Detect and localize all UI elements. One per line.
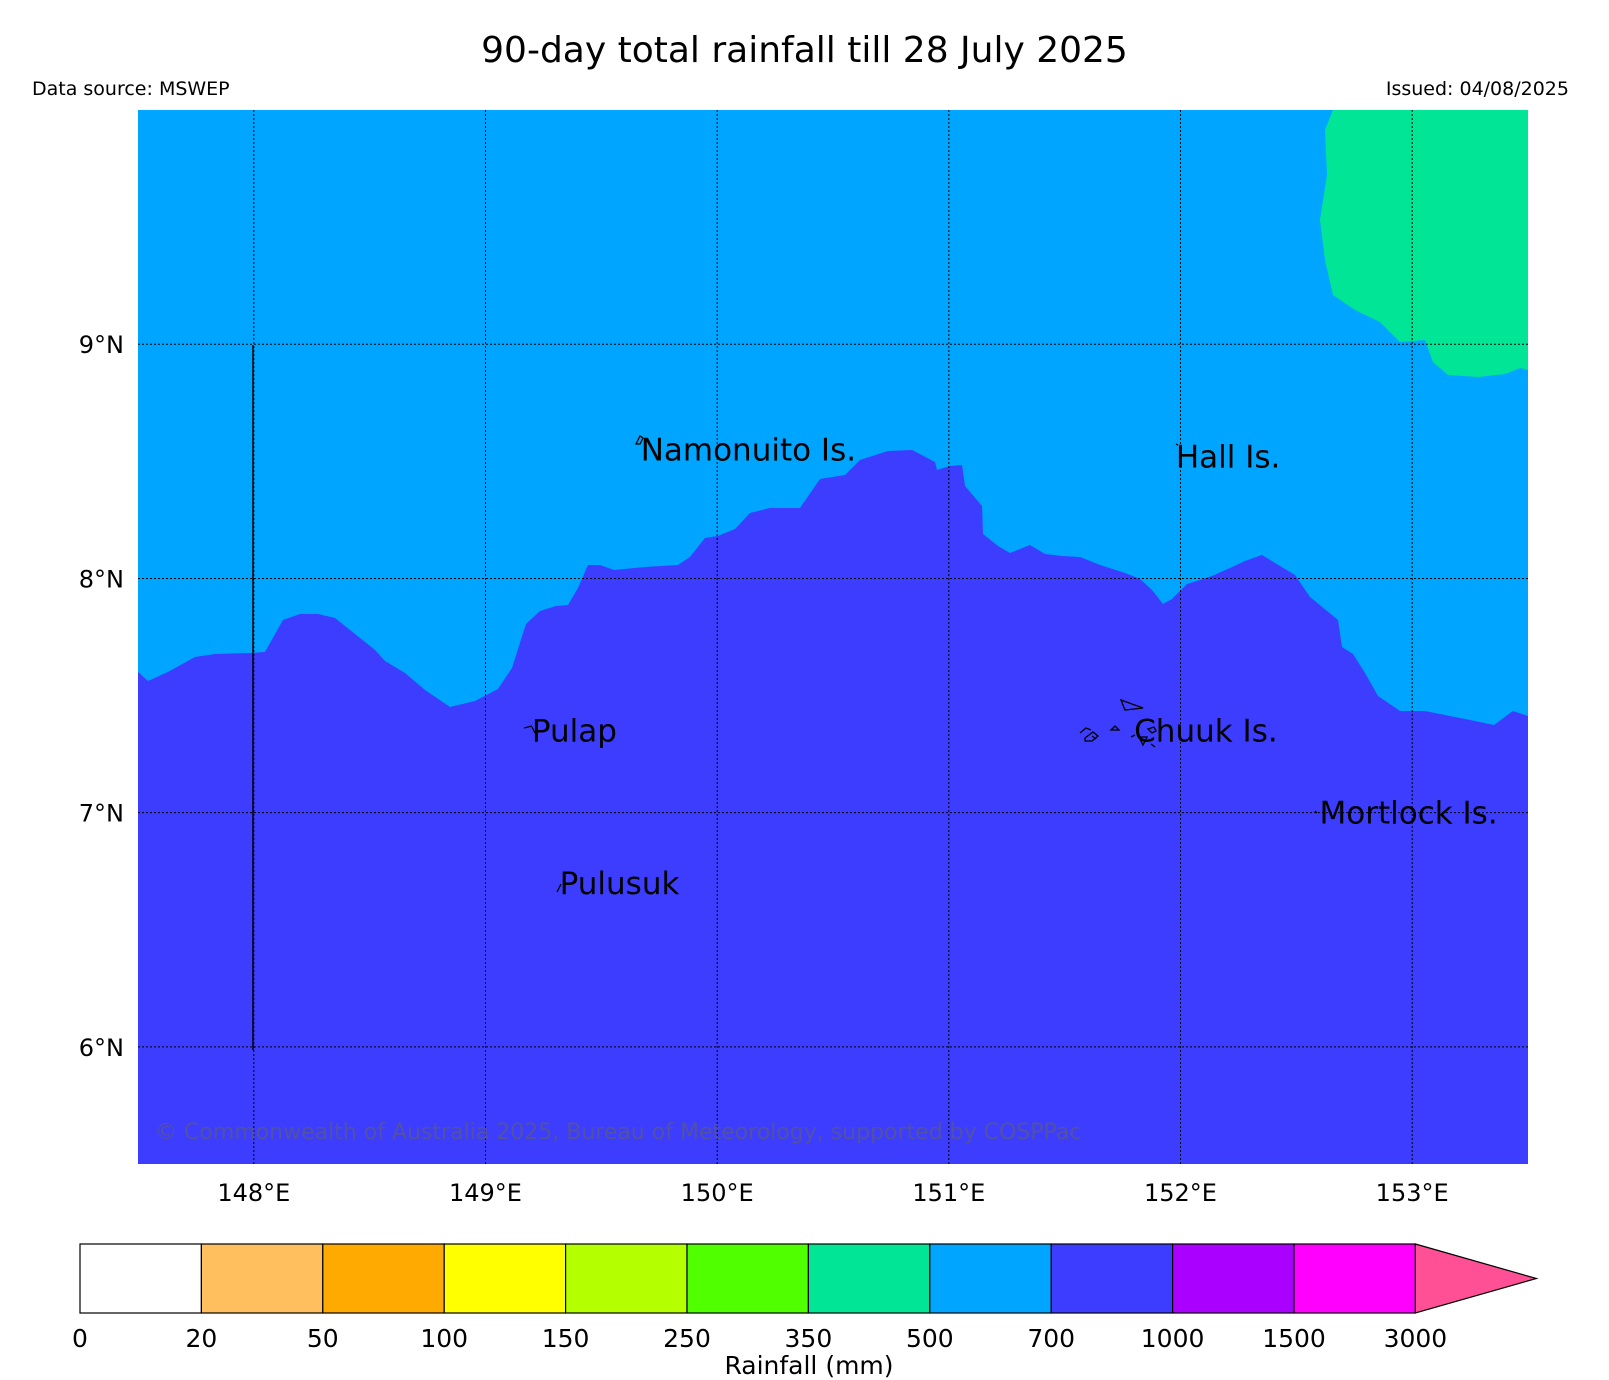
issued-date-label: Issued: 04/08/2025 — [1385, 78, 1569, 100]
mortlock-island-shape — [1314, 810, 1318, 814]
colorbar-segment — [1050, 1243, 1174, 1314]
colorbar: 0 20 50 100 150 250 350 500 700 1000 1500 3000 Rain… — [72, 1243, 1539, 1380]
colorbar-segment — [807, 1243, 931, 1314]
colorbar-tick-label: 150 — [542, 1324, 590, 1353]
latitude-tick-labels: 9°N 8°N 7°N 6°N — [79, 331, 124, 1062]
colorbar-tick-labels: 0 20 50 100 150 250 350 500 700 1000 1500 3000 — [72, 1324, 1447, 1353]
data-source-label: Data source: MSWEP — [32, 78, 230, 100]
pulusuk-island-shape — [556, 883, 562, 893]
colorbar-segment — [1293, 1243, 1417, 1314]
chuuk-lagoon-islands — [1079, 698, 1157, 748]
place-label: Pulap — [532, 714, 617, 750]
colorbar-segment — [79, 1243, 203, 1314]
colorbar-tick-label: 250 — [663, 1324, 711, 1353]
place-label: Hall Is. — [1176, 440, 1281, 476]
map-title: 90-day total rainfall till 28 July 2025 — [481, 30, 1128, 71]
latitude-tick-label: 7°N — [79, 800, 124, 828]
colorbar-tick-label: 1000 — [1141, 1324, 1205, 1353]
place-label: Mortlock Is. — [1320, 796, 1498, 832]
colorbar-segment — [1171, 1243, 1295, 1314]
colorbar-segment — [200, 1243, 324, 1314]
colorbar-extend-arrow — [1414, 1243, 1539, 1314]
colorbar-tick-label: 50 — [307, 1324, 339, 1353]
colorbar-segments — [79, 1243, 1539, 1314]
colorbar-tick-label: 500 — [906, 1324, 954, 1353]
place-label: Chuuk Is. — [1134, 714, 1278, 750]
colorbar-tick-label: 700 — [1027, 1324, 1075, 1353]
island-outlines — [523, 435, 1318, 893]
longitude-tick-label: 151°E — [912, 1179, 985, 1207]
colorbar-tick-label: 3000 — [1384, 1324, 1448, 1353]
latitude-tick-label: 8°N — [79, 565, 124, 593]
pulap-island-shape — [523, 725, 536, 734]
longitude-tick-labels: 148°E 149°E 150°E 151°E 152°E 153°E — [217, 1179, 1448, 1207]
colorbar-tick-label: 20 — [185, 1324, 217, 1353]
longitude-tick-label: 152°E — [1144, 1179, 1217, 1207]
colorbar-title: Rainfall (mm) — [724, 1351, 893, 1380]
colorbar-segment — [686, 1243, 810, 1314]
place-labels: Namonuito Is. Hall Is. Pulap Chuuk Is. Mortl… — [532, 433, 1498, 902]
longitude-tick-label: 153°E — [1376, 1179, 1449, 1207]
colorbar-tick-label: 350 — [785, 1324, 833, 1353]
namonuito-island-shape — [634, 435, 644, 445]
latitude-tick-label: 6°N — [79, 1034, 124, 1062]
map-area: Namonuito Is. Hall Is. Pulap Chuuk Is. Mortl… — [138, 110, 1528, 1164]
colorbar-tick-label: 0 — [72, 1324, 88, 1353]
rainfall-zone-700-1000 — [138, 450, 1528, 1164]
colorbar-tick-label: 1500 — [1262, 1324, 1326, 1353]
place-label: Pulusuk — [560, 866, 680, 902]
colorbar-segment — [929, 1243, 1052, 1314]
longitude-tick-label: 150°E — [681, 1179, 754, 1207]
place-label: Namonuito Is. — [641, 433, 856, 469]
longitude-tick-label: 148°E — [217, 1179, 290, 1207]
copyright-notice: © Commonwealth of Australia 2025, Bureau… — [155, 1120, 1081, 1145]
colorbar-segment — [443, 1243, 567, 1314]
longitude-tick-label: 149°E — [449, 1179, 522, 1207]
latitude-tick-label: 9°N — [79, 331, 124, 359]
rainfall-zone-350-500 — [1320, 110, 1528, 377]
colorbar-segment — [322, 1243, 445, 1314]
colorbar-segment — [564, 1243, 688, 1314]
hall-island-shape — [1175, 443, 1179, 446]
colorbar-tick-label: 100 — [420, 1324, 468, 1353]
